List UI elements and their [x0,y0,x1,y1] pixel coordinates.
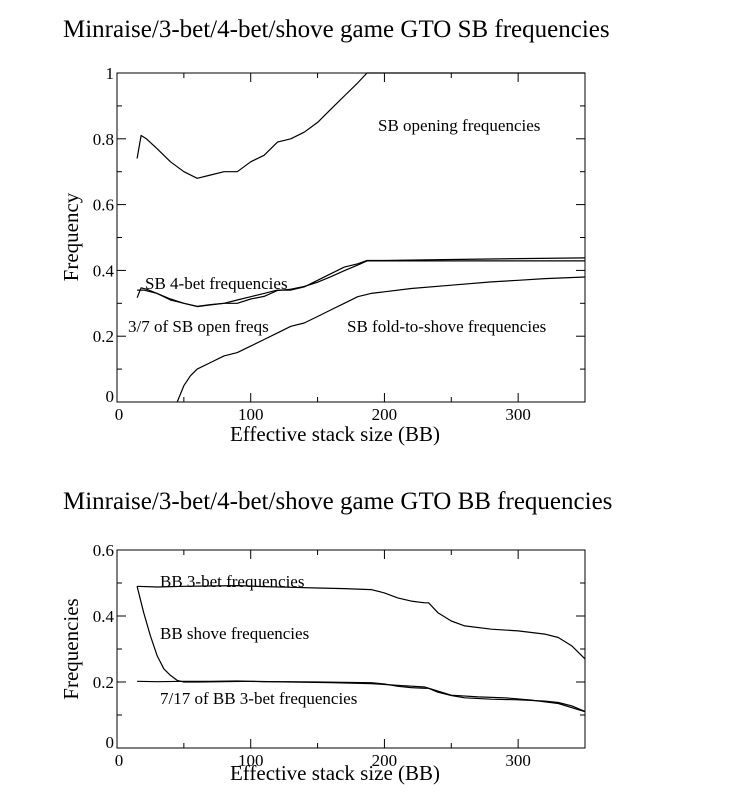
sb-series-line-sb-opening-frequencies [136,72,585,179]
sb-x-tick-label: 0 [115,405,124,424]
sb-x-tick-label: 200 [372,405,398,424]
sb-series-line-3-7-of-sb-open-freqs [136,260,585,307]
bb-y-tick-label: 0.6 [93,541,114,560]
bb-y-tick-label: 0.2 [93,673,114,692]
bb-x-tick-label: 100 [238,751,264,770]
sb-series-label-sb-opening-frequencies: SB opening frequencies [378,116,540,135]
bb-y-tick-label: 0.4 [93,607,115,626]
sb-series-label-sb-fold-to-shove-frequencies: SB fold-to-shove frequencies [347,317,546,336]
sb-y-tick-label: 0.2 [93,327,114,346]
sb-y-tick-label: 0.6 [93,196,114,215]
sb-y-axis-label: Frequency [59,192,83,281]
bb-chart-title: Minraise/3-bet/4-bet/shove game GTO BB f… [63,488,613,515]
sb-series-label-3-7-of-sb-open-freqs: 3/7 of SB open freqs [128,317,269,336]
sb-y-tick-label: 0.8 [93,130,114,149]
sb-y-tick-label: 0 [106,387,115,406]
bb-series-label-bb-shove-frequencies: BB shove frequencies [160,624,309,643]
bb-x-tick-label: 200 [372,751,398,770]
bb-y-axis-label: Frequencies [59,598,83,699]
bb-y-tick-label: 0 [106,733,115,752]
sb-x-tick-label: 100 [238,405,264,424]
bb-series-line-bb-3-bet-frequencies [137,584,586,660]
sb-series-label-sb-4-bet-frequencies: SB 4-bet frequencies [145,274,288,293]
bb-x-tick-label: 0 [115,751,124,770]
bb-x-axis-label: Effective stack size (BB) [230,761,440,785]
sb-y-tick-label: 0.4 [93,261,115,280]
sb-series-line-sb-fold-to-shove-frequencies [176,276,586,403]
sb-x-axis-label: Effective stack size (BB) [230,422,440,446]
sb-chart-title: Minraise/3-bet/4-bet/shove game GTO SB f… [63,16,610,43]
sb-x-tick-label: 300 [505,405,531,424]
bb-x-tick-label: 300 [505,751,531,770]
bb-series-label-7-17-of-bb-3-bet-frequencies: 7/17 of BB 3-bet frequencies [160,689,357,708]
bb-series-label-bb-3-bet-frequencies: BB 3-bet frequencies [160,572,304,591]
bb-series-line-7-17-of-bb-3-bet-frequencies [137,680,586,712]
sb-y-tick-label: 1 [106,64,115,83]
